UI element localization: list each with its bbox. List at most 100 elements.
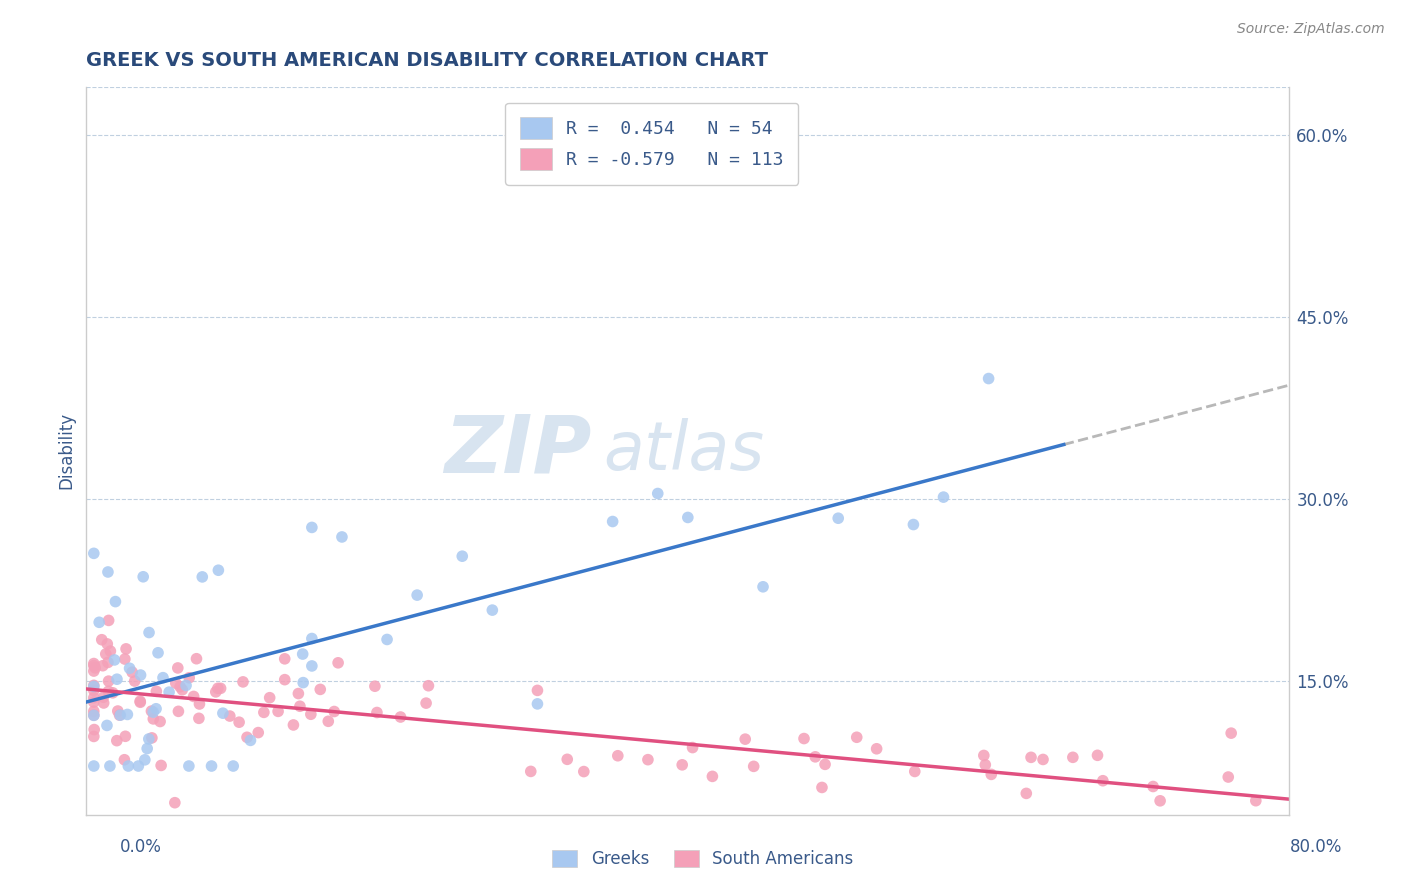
Point [114, 729, 136, 743]
Point [606, 748, 628, 763]
Point [105, 672, 128, 686]
Point [96, 637, 118, 651]
Point [149, 714, 172, 729]
Point [101, 686, 124, 700]
Point [163, 796, 186, 810]
Point [702, 769, 724, 783]
Point [146, 646, 169, 660]
Point [132, 570, 155, 584]
Point [811, 780, 834, 795]
Point [316, 714, 339, 729]
Point [375, 632, 398, 647]
Text: ZIP: ZIP [444, 411, 592, 490]
Point [977, 371, 1000, 385]
Point [283, 718, 305, 732]
Point [1218, 770, 1240, 784]
Point [734, 732, 756, 747]
Point [555, 752, 578, 766]
Point [129, 668, 152, 682]
Point [481, 603, 503, 617]
Point [83, 730, 105, 744]
Point [804, 749, 827, 764]
Point [124, 674, 146, 689]
Point [93, 690, 115, 705]
Point [232, 674, 254, 689]
Point [1032, 752, 1054, 766]
Point [366, 706, 388, 720]
Point [105, 733, 128, 747]
Point [145, 684, 167, 698]
Point [129, 695, 152, 709]
Point [845, 731, 868, 745]
Point [177, 759, 200, 773]
Point [167, 704, 190, 718]
Point [222, 759, 245, 773]
Point [418, 679, 440, 693]
Point [83, 695, 105, 709]
Point [104, 594, 127, 608]
Point [96, 718, 118, 732]
Point [974, 757, 997, 772]
Point [110, 708, 132, 723]
Point [301, 520, 323, 534]
Point [90, 632, 112, 647]
Point [93, 696, 115, 710]
Point [288, 699, 311, 714]
Point [299, 707, 322, 722]
Point [1270, 820, 1292, 834]
Point [827, 511, 849, 525]
Point [183, 690, 205, 704]
Point [973, 748, 995, 763]
Point [134, 753, 156, 767]
Point [84, 661, 107, 675]
Point [247, 725, 270, 739]
Legend: Greeks, South Americans: Greeks, South Americans [546, 843, 860, 875]
Point [364, 679, 387, 693]
Point [671, 757, 693, 772]
Point [83, 678, 105, 692]
Point [292, 675, 315, 690]
Point [865, 741, 887, 756]
Point [129, 694, 152, 708]
Point [274, 673, 297, 687]
Point [637, 753, 659, 767]
Point [980, 767, 1002, 781]
Point [91, 658, 114, 673]
Point [200, 759, 222, 773]
Point [207, 563, 229, 577]
Point [83, 759, 105, 773]
Point [904, 764, 927, 779]
Point [103, 653, 125, 667]
Point [259, 690, 281, 705]
Point [330, 530, 353, 544]
Point [115, 641, 138, 656]
Point [742, 759, 765, 773]
Point [145, 702, 167, 716]
Point [188, 697, 211, 711]
Point [1244, 794, 1267, 808]
Point [94, 647, 117, 661]
Point [187, 711, 209, 725]
Point [127, 759, 149, 773]
Point [142, 712, 165, 726]
Point [1087, 748, 1109, 763]
Text: 0.0%: 0.0% [120, 838, 162, 856]
Point [1142, 780, 1164, 794]
Point [274, 652, 297, 666]
Point [228, 715, 250, 730]
Point [142, 705, 165, 719]
Point [179, 671, 201, 685]
Point [682, 740, 704, 755]
Point [97, 565, 120, 579]
Point [253, 706, 276, 720]
Point [169, 680, 191, 694]
Point [1237, 820, 1260, 834]
Point [326, 656, 349, 670]
Point [191, 570, 214, 584]
Point [83, 664, 105, 678]
Point [814, 757, 837, 772]
Point [793, 731, 815, 746]
Point [291, 647, 314, 661]
Point [406, 588, 429, 602]
Legend: R =  0.454   N = 54, R = -0.579   N = 113: R = 0.454 N = 54, R = -0.579 N = 113 [505, 103, 799, 185]
